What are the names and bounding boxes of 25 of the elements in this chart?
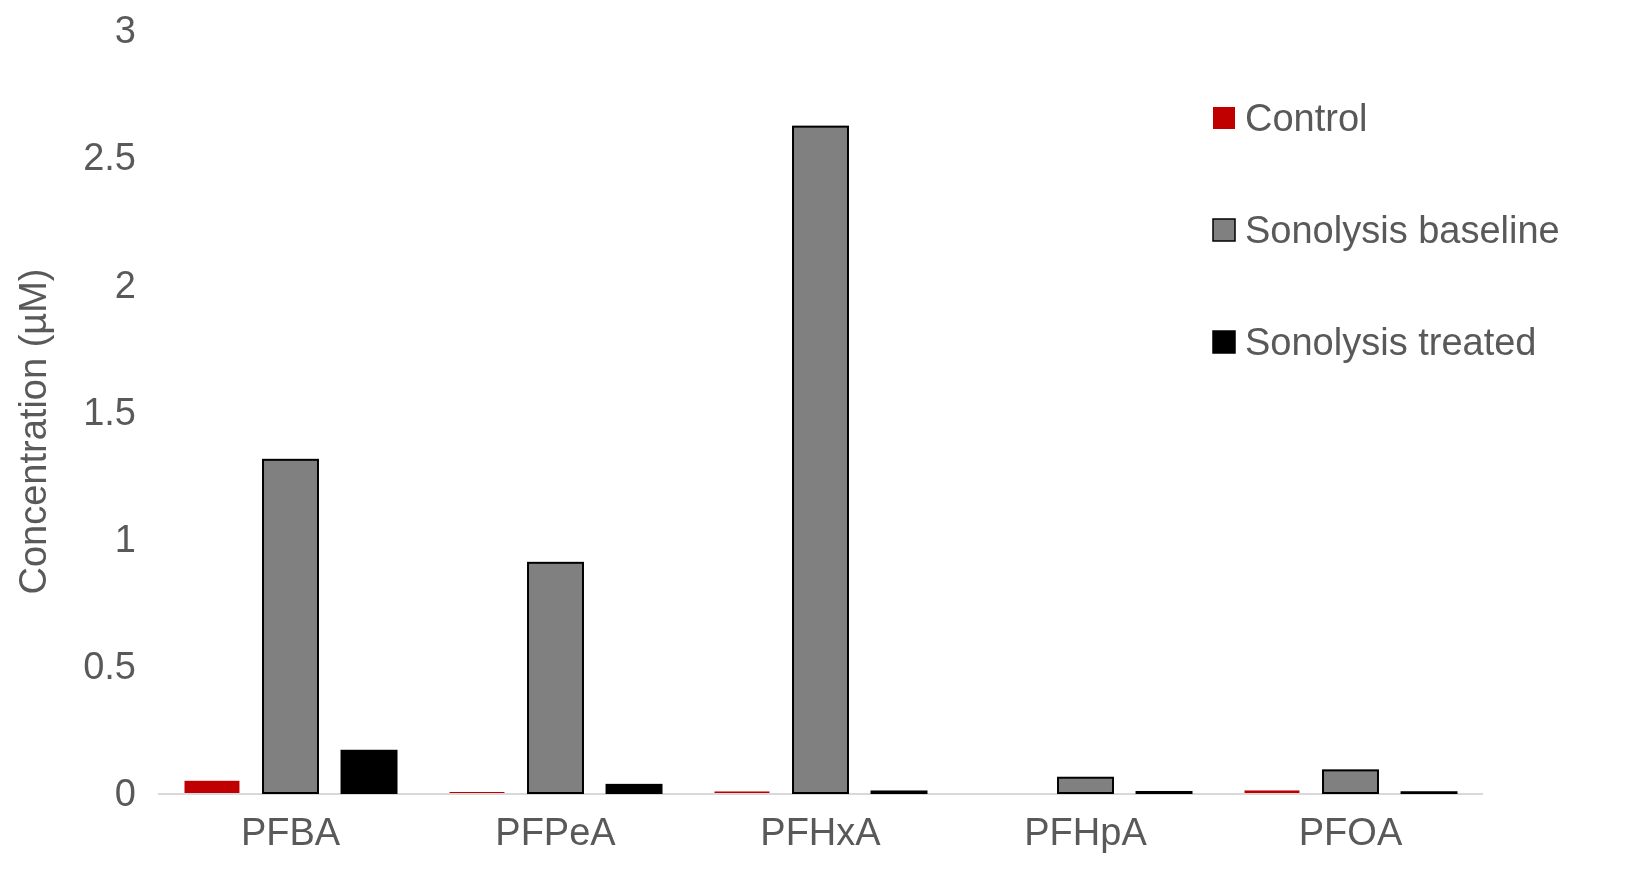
bar [1244,790,1300,793]
legend-label: Sonolysis treated [1245,321,1537,364]
bar [184,780,240,793]
legend-label: Control [1245,97,1368,140]
bar [792,125,849,794]
x-tick-label: PFBA [240,811,341,853]
bar [1322,769,1379,794]
y-tick-label: 1.5 [83,390,136,433]
x-tick-label: PFHxA [760,811,882,853]
bar [340,749,398,794]
bar [605,783,663,794]
x-tick-label: PFOA [1298,811,1403,853]
bar [262,458,319,794]
bar [1057,776,1114,794]
y-tick-label: 0 [114,772,136,815]
y-tick-label: 2.5 [83,136,136,179]
legend-label: Sonolysis baseline [1245,209,1560,252]
y-tick-label: 2 [114,263,136,306]
y-axis-title: Concentration (µM) [12,268,54,595]
y-tick-label: 0.5 [83,645,136,688]
x-tick-label: PFHpA [1024,811,1148,853]
y-tick-label: 1 [114,517,136,560]
bar [527,561,584,794]
y-tick-label: 3 [114,9,136,52]
x-tick-label: PFPeA [495,811,617,853]
